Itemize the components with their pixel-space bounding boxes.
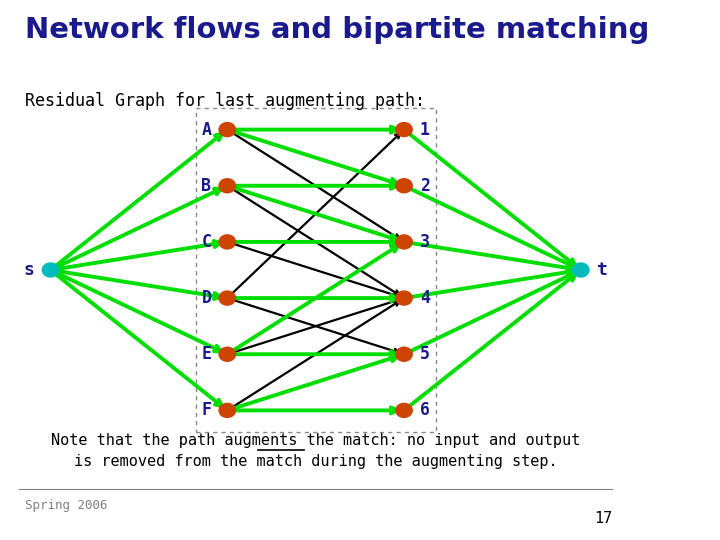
Circle shape bbox=[219, 403, 235, 417]
Text: Note that the path augments the match: no input and output: Note that the path augments the match: n… bbox=[51, 433, 580, 448]
Text: Spring 2006: Spring 2006 bbox=[25, 500, 108, 512]
Circle shape bbox=[396, 235, 413, 249]
Circle shape bbox=[396, 291, 413, 305]
Bar bbox=[196, 108, 436, 432]
Text: s: s bbox=[24, 261, 35, 279]
Text: t: t bbox=[597, 261, 608, 279]
Circle shape bbox=[396, 179, 413, 193]
Text: F: F bbox=[202, 401, 212, 420]
Circle shape bbox=[396, 403, 413, 417]
Circle shape bbox=[396, 123, 413, 137]
Text: D: D bbox=[202, 289, 212, 307]
Circle shape bbox=[572, 263, 589, 277]
Text: C: C bbox=[202, 233, 212, 251]
Text: 17: 17 bbox=[594, 511, 613, 526]
Text: 3: 3 bbox=[420, 233, 430, 251]
Text: 5: 5 bbox=[420, 345, 430, 363]
Circle shape bbox=[219, 291, 235, 305]
Circle shape bbox=[396, 347, 413, 361]
Circle shape bbox=[219, 123, 235, 137]
Text: A: A bbox=[202, 120, 212, 139]
Text: Network flows and bipartite matching: Network flows and bipartite matching bbox=[25, 16, 649, 44]
Text: 4: 4 bbox=[420, 289, 430, 307]
Text: 2: 2 bbox=[420, 177, 430, 195]
Text: Residual Graph for last augmenting path:: Residual Graph for last augmenting path: bbox=[25, 92, 426, 110]
Circle shape bbox=[219, 235, 235, 249]
Text: 6: 6 bbox=[420, 401, 430, 420]
Circle shape bbox=[219, 179, 235, 193]
Text: B: B bbox=[202, 177, 212, 195]
Text: E: E bbox=[202, 345, 212, 363]
Text: is removed from the match during the augmenting step.: is removed from the match during the aug… bbox=[74, 454, 557, 469]
Circle shape bbox=[219, 347, 235, 361]
Text: 1: 1 bbox=[420, 120, 430, 139]
Circle shape bbox=[42, 263, 59, 277]
